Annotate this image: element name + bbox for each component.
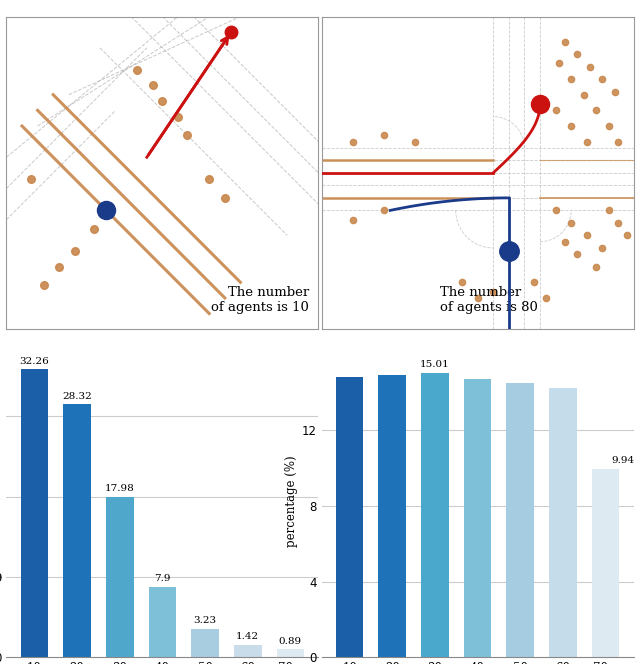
Bar (276, 649, 304, 657)
Bar (592, 469, 620, 657)
Bar (336, 377, 364, 657)
Bar (20, 369, 48, 657)
Bar (191, 629, 219, 657)
Text: 17.98: 17.98 (105, 484, 134, 493)
Text: 1.42: 1.42 (236, 632, 259, 641)
Bar (63, 404, 91, 657)
Bar (421, 373, 449, 657)
Text: 9.94: 9.94 (611, 456, 634, 465)
Bar (106, 497, 134, 657)
Text: 0.89: 0.89 (279, 637, 302, 646)
Text: 15.01: 15.01 (420, 361, 450, 369)
Bar (549, 388, 577, 657)
Text: 7.9: 7.9 (154, 574, 171, 583)
Bar (148, 587, 176, 657)
Text: The number
of agents is 80: The number of agents is 80 (440, 286, 538, 313)
Bar (464, 379, 492, 657)
Text: 32.26: 32.26 (20, 357, 49, 366)
Text: 3.23: 3.23 (193, 616, 216, 625)
Bar (506, 382, 534, 657)
Text: The number
of agents is 10: The number of agents is 10 (211, 286, 309, 313)
Text: 28.32: 28.32 (62, 392, 92, 401)
Y-axis label: percentage (%): percentage (%) (285, 456, 298, 547)
Bar (234, 645, 262, 657)
Bar (378, 375, 406, 657)
